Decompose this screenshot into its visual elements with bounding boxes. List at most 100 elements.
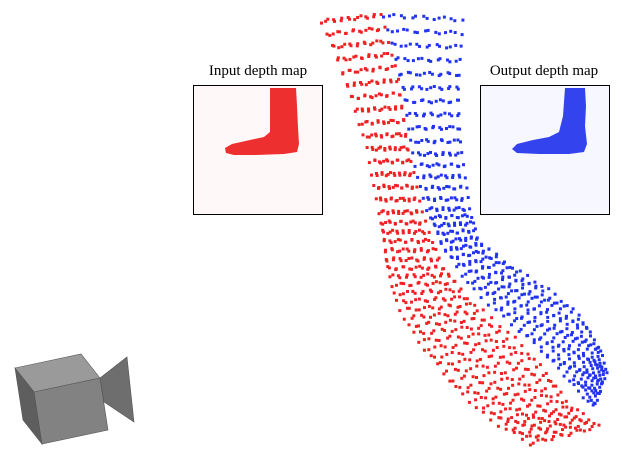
point <box>376 119 380 123</box>
point <box>426 272 430 276</box>
point <box>495 281 499 285</box>
point <box>491 292 495 296</box>
point <box>461 392 465 396</box>
point <box>386 172 390 176</box>
point <box>543 332 547 336</box>
point <box>421 239 425 243</box>
point <box>397 212 401 215</box>
point <box>582 354 586 358</box>
point <box>521 374 525 378</box>
point <box>499 387 503 391</box>
point <box>344 31 348 35</box>
point <box>455 310 459 314</box>
point <box>370 96 374 100</box>
point <box>592 371 595 375</box>
point <box>454 343 458 347</box>
point <box>382 183 386 187</box>
point <box>577 313 581 317</box>
point <box>603 377 607 381</box>
point <box>399 134 403 138</box>
point <box>454 206 458 210</box>
point <box>449 196 453 200</box>
point <box>410 316 414 320</box>
point <box>453 19 457 23</box>
point <box>407 306 411 310</box>
point <box>488 272 491 276</box>
point <box>342 56 346 60</box>
point <box>596 354 600 358</box>
point <box>528 443 532 447</box>
point <box>555 301 559 305</box>
point <box>588 330 592 334</box>
point <box>449 229 453 233</box>
point <box>582 429 586 433</box>
point <box>419 248 423 252</box>
point <box>483 285 487 289</box>
point <box>413 30 417 34</box>
point <box>425 164 429 168</box>
point <box>395 229 399 233</box>
point <box>545 355 549 359</box>
point <box>525 303 529 307</box>
point <box>489 418 493 422</box>
point <box>435 154 439 157</box>
point <box>415 185 419 189</box>
point <box>553 292 557 296</box>
point <box>413 291 417 295</box>
point <box>558 363 562 367</box>
point <box>530 424 534 428</box>
point <box>395 199 399 202</box>
point <box>367 55 371 58</box>
point <box>360 57 364 60</box>
point <box>580 340 584 344</box>
point <box>357 123 361 127</box>
point <box>555 332 559 336</box>
point <box>429 111 433 115</box>
point <box>486 291 490 295</box>
point <box>587 418 591 422</box>
point <box>574 415 578 419</box>
point <box>440 223 444 227</box>
point <box>458 385 462 389</box>
point <box>437 311 441 315</box>
point <box>592 401 596 405</box>
point <box>454 153 458 157</box>
point <box>539 345 543 349</box>
point <box>355 44 359 48</box>
point <box>459 140 462 144</box>
point <box>536 404 540 408</box>
point <box>423 299 427 303</box>
point <box>482 374 486 378</box>
point <box>569 431 573 435</box>
point <box>459 238 463 242</box>
point <box>320 21 323 25</box>
point <box>386 52 389 55</box>
point <box>573 337 577 341</box>
point <box>545 310 549 314</box>
point <box>432 275 436 279</box>
point <box>486 404 490 408</box>
point <box>382 78 386 82</box>
point <box>570 406 574 410</box>
point <box>553 420 557 424</box>
point <box>597 358 601 362</box>
point <box>487 386 491 390</box>
point <box>499 416 503 420</box>
point <box>441 208 445 211</box>
point <box>436 362 440 366</box>
point <box>460 197 464 201</box>
point <box>383 250 387 254</box>
point <box>405 273 409 277</box>
point <box>514 419 518 423</box>
point <box>365 120 369 123</box>
point <box>558 317 562 321</box>
point <box>552 358 556 362</box>
point <box>479 260 483 264</box>
point <box>402 265 406 269</box>
point <box>418 73 422 77</box>
point <box>523 367 527 371</box>
point <box>543 387 547 391</box>
point <box>392 13 396 17</box>
point <box>419 275 423 279</box>
point <box>371 69 375 73</box>
